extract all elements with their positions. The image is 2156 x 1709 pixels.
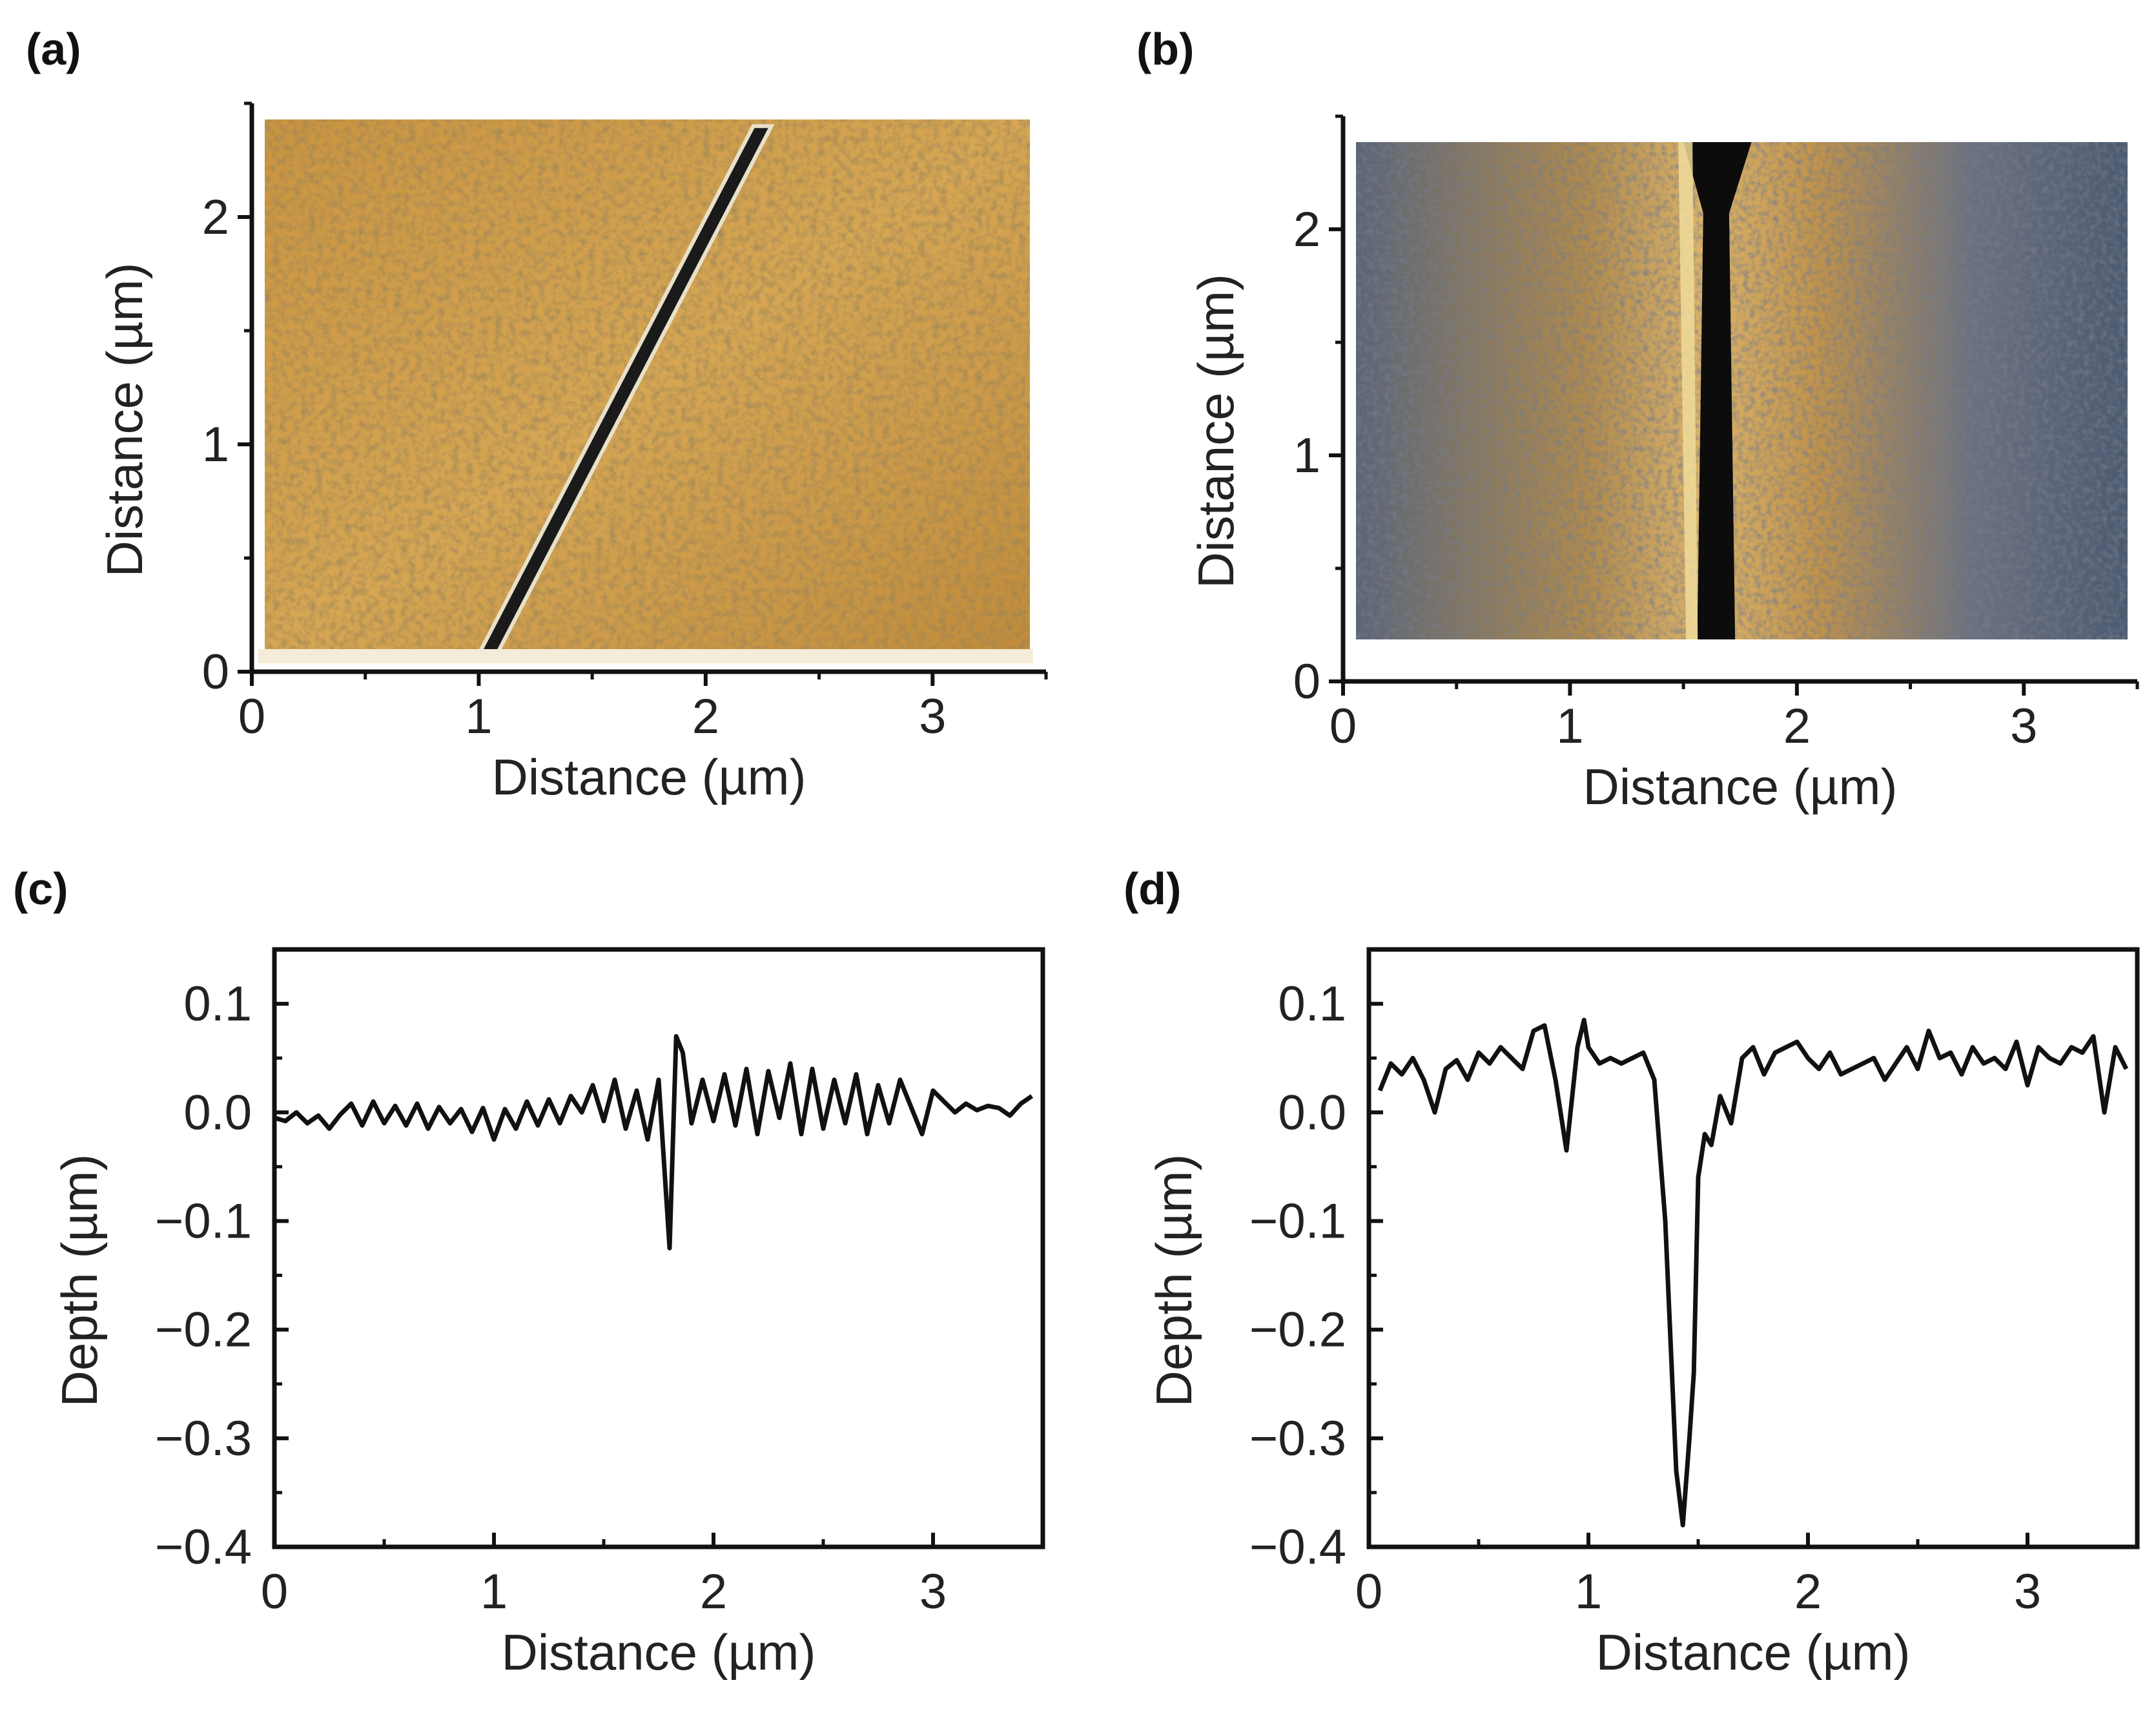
trench-b — [1683, 142, 1752, 639]
axes-d: 0 1 2 3 0.1 0.0 −0.1 −0.2 −0.3 −0.4 Distance (µm) D… — [1145, 947, 2140, 1681]
y-tick-label-a: 2 — [202, 190, 229, 245]
y-tick-label-a: 1 — [202, 417, 229, 472]
x-axis-title-a: Distance (µm) — [491, 749, 806, 805]
y-tick-label-c: −0.4 — [155, 1520, 252, 1575]
y-tick-label-c: −0.3 — [155, 1411, 252, 1466]
surface-texture-b — [1356, 142, 2128, 639]
x-tick-label-b: 1 — [1556, 699, 1583, 754]
y-tick-label-d: −0.4 — [1249, 1520, 1346, 1575]
y-tick-label-d: −0.1 — [1249, 1194, 1346, 1248]
x-tick-label-d: 0 — [1355, 1564, 1382, 1619]
x-tick-label-d: 2 — [1794, 1564, 1822, 1619]
x-tick-label-a: 0 — [238, 689, 265, 744]
y-tick-label-c: 0.0 — [183, 1085, 252, 1140]
y-axis-title-a: Distance (µm) — [96, 262, 153, 577]
afm-image-b — [1356, 142, 2128, 639]
panel-label-c: (c) — [13, 864, 68, 914]
trench-b-wall — [1678, 142, 1698, 639]
panel-label-a: (a) — [26, 24, 81, 74]
x-tick-label-b: 2 — [1783, 699, 1811, 754]
x-tick-label-c: 0 — [261, 1564, 288, 1619]
surface-texture-a — [265, 119, 1030, 659]
y-tick-label-a: 0 — [202, 645, 229, 699]
axes-c: 0 1 2 3 0.1 0.0 −0.1 −0.2 −0.3 −0.4 Distance (µm) D… — [51, 947, 1045, 1681]
x-tick-label-b: 3 — [2010, 699, 2037, 754]
trench-a — [474, 124, 775, 659]
y-tick-label-b: 2 — [1293, 202, 1320, 257]
y-tick-label-d: −0.3 — [1249, 1411, 1346, 1466]
x-axis-title-b: Distance (µm) — [1583, 758, 1897, 815]
y-tick-label-d: 0.0 — [1278, 1085, 1346, 1140]
plot-frame-d — [1366, 947, 2140, 1549]
y-tick-label-b: 0 — [1293, 654, 1320, 709]
x-tick-label-a: 2 — [692, 689, 719, 744]
surface-edge-a — [258, 649, 1033, 663]
plot-frame-c — [272, 947, 1045, 1549]
panel-label-d: (d) — [1124, 864, 1181, 914]
x-tick-label-b: 0 — [1330, 699, 1357, 754]
x-axis-title-c: Distance (µm) — [501, 1624, 816, 1681]
y-axis-title-c: Depth (µm) — [51, 1154, 108, 1407]
x-tick-label-c: 2 — [700, 1564, 727, 1619]
x-axis-title-d: Distance (µm) — [1596, 1624, 1910, 1681]
y-tick-label-d: −0.2 — [1249, 1303, 1346, 1358]
y-axis-title-d: Depth (µm) — [1145, 1154, 1202, 1407]
x-tick-label-c: 1 — [480, 1564, 508, 1619]
y-axis-title-b: Distance (µm) — [1187, 274, 1244, 588]
x-tick-label-a: 3 — [919, 689, 946, 744]
x-tick-label-d: 1 — [1575, 1564, 1602, 1619]
y-tick-label-c: 0.1 — [183, 977, 252, 1031]
profile-line-d — [1377, 1017, 2129, 1528]
panel-label-b: (b) — [1136, 24, 1194, 74]
y-tick-label-b: 1 — [1293, 428, 1320, 483]
x-tick-label-d: 3 — [2014, 1564, 2041, 1619]
x-tick-label-c: 3 — [919, 1564, 947, 1619]
x-tick-label-a: 1 — [465, 689, 492, 744]
profile-line-c — [274, 1034, 1033, 1250]
y-tick-label-c: −0.2 — [155, 1303, 252, 1358]
afm-image-a — [258, 119, 1033, 663]
y-tick-label-c: −0.1 — [155, 1194, 252, 1248]
y-tick-label-d: 0.1 — [1278, 977, 1346, 1031]
